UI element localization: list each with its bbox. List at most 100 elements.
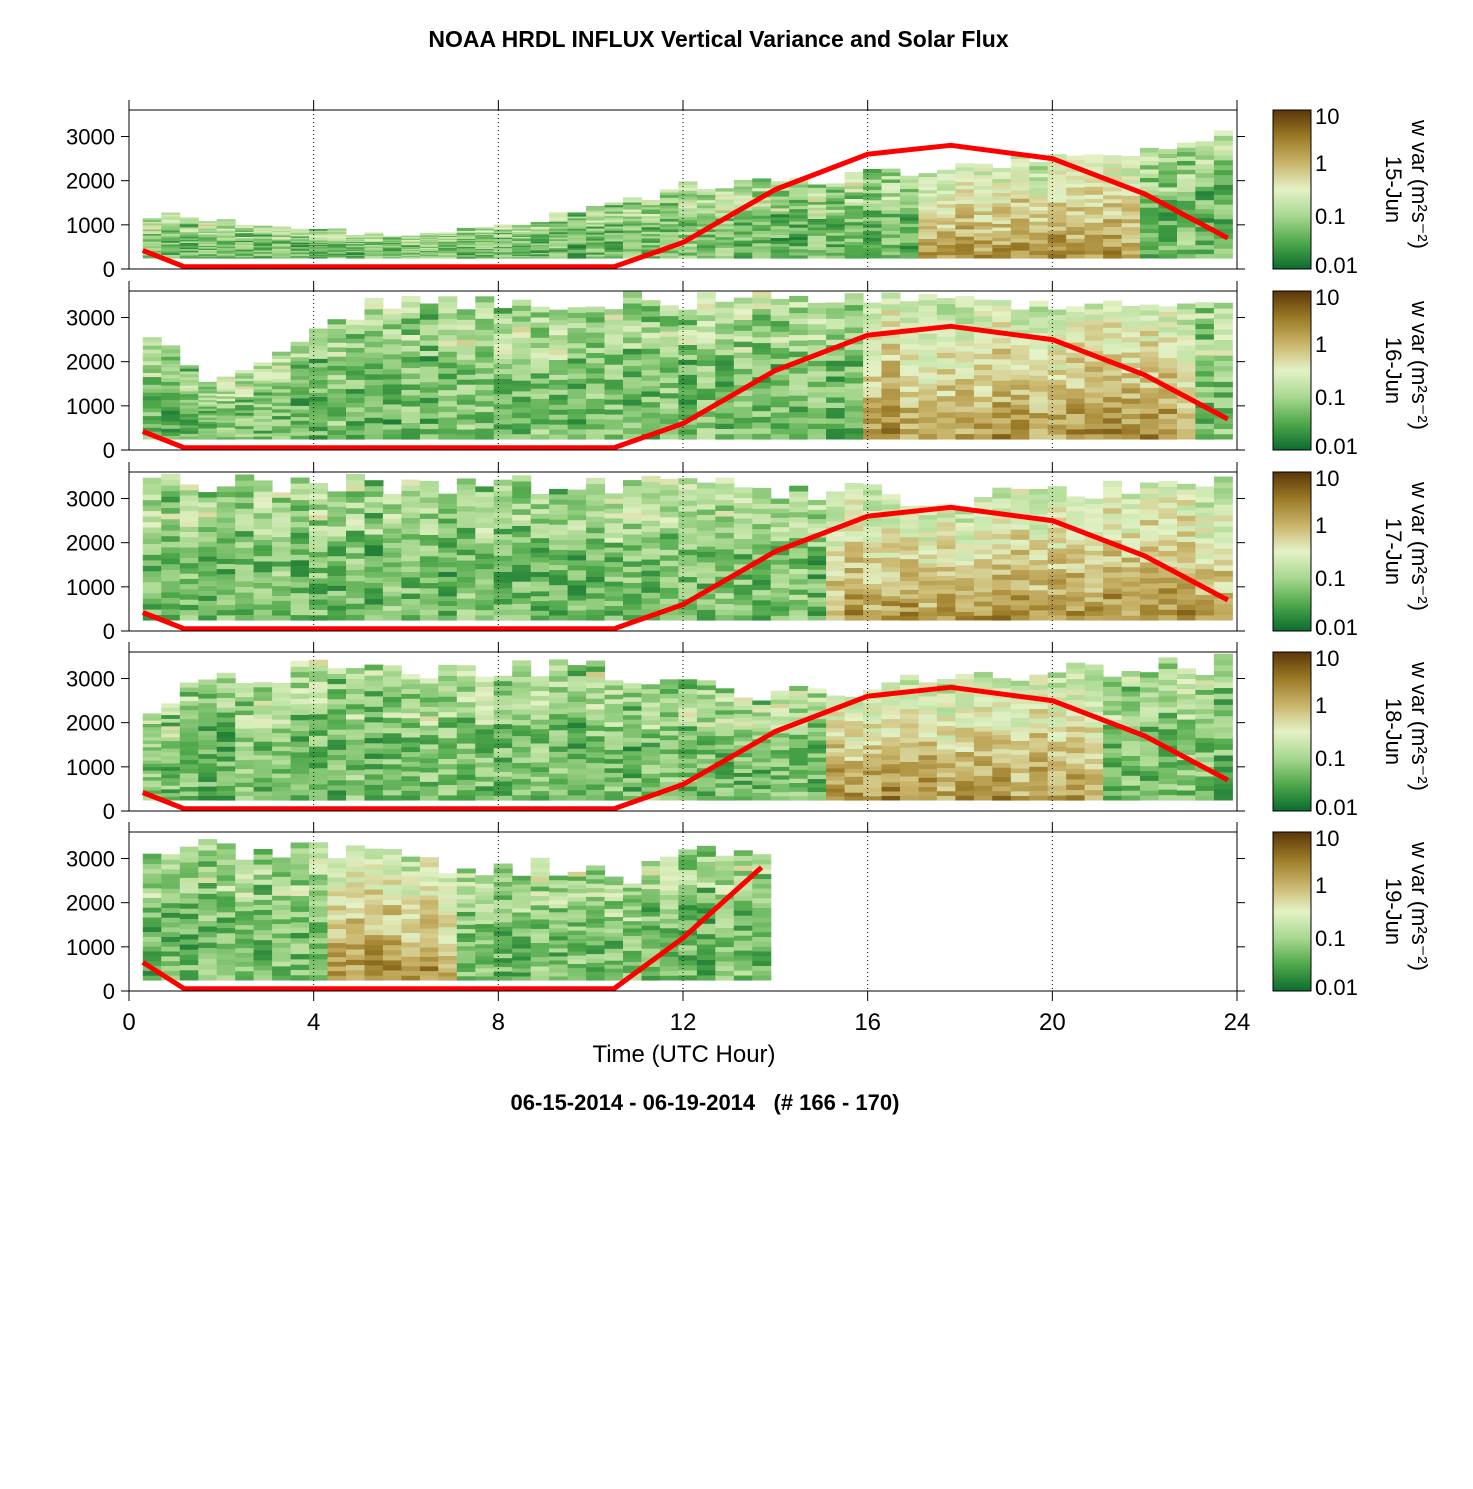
heatmap-cell [1177, 599, 1196, 605]
heatmap-cell [327, 531, 347, 537]
heatmap-cell [142, 786, 162, 791]
heatmap-cell [161, 413, 181, 418]
heatmap-cell [253, 539, 273, 546]
heatmap-cell [1103, 391, 1123, 397]
heatmap-cell [438, 356, 458, 363]
heatmap-cell [401, 422, 421, 429]
heatmap-cell [290, 570, 310, 577]
heatmap-cell [1121, 615, 1141, 621]
heatmap-cell [382, 428, 402, 435]
heatmap-cell [1158, 153, 1178, 159]
heatmap-cell [235, 230, 255, 232]
heatmap-cell [1047, 394, 1067, 400]
heatmap-cell [770, 190, 790, 194]
heatmap-cell [438, 547, 458, 553]
heatmap-cell [272, 428, 292, 433]
heatmap-cell [992, 199, 1012, 204]
heatmap-cell [456, 581, 476, 588]
colorbar-tick-label: 1 [1315, 332, 1327, 357]
heatmap-cell [309, 519, 328, 526]
heatmap-cell [992, 487, 1012, 494]
heatmap-cell [235, 372, 255, 376]
heatmap-cell [900, 549, 919, 555]
heatmap-cell [1177, 583, 1196, 590]
heatmap-cell [438, 503, 458, 509]
heatmap-cell [382, 246, 402, 248]
heatmap-cell [493, 555, 513, 562]
heatmap-cell [863, 418, 883, 424]
heatmap-cell [419, 497, 439, 503]
heatmap-cell [419, 402, 439, 409]
heatmap-cell [1158, 545, 1178, 551]
heatmap-cell [1213, 433, 1233, 440]
heatmap-cell [844, 241, 864, 246]
heatmap-cell [512, 251, 532, 254]
heatmap-cell [512, 246, 532, 249]
heatmap-cell [216, 410, 236, 414]
heatmap-cell [364, 241, 384, 243]
heatmap-cell [382, 576, 402, 582]
heatmap-cell [456, 521, 476, 528]
heatmap-cell [530, 230, 550, 233]
heatmap-cell [309, 713, 328, 720]
heatmap-cell [512, 480, 532, 488]
heatmap-cell [1213, 564, 1233, 571]
heatmap-cell [216, 393, 236, 397]
heatmap-cell [290, 371, 310, 376]
heatmap-cell [641, 603, 661, 610]
heatmap-cell [327, 351, 347, 357]
heatmap-cell [549, 389, 569, 395]
heatmap-cell [863, 407, 883, 414]
colorbar-tick-label: 0.1 [1315, 204, 1346, 229]
heatmap-cell [419, 240, 439, 243]
heatmap-cell [142, 488, 162, 495]
heatmap-cell [1066, 246, 1086, 251]
heatmap-cell [456, 424, 476, 430]
heatmap-cell [844, 205, 864, 209]
heatmap-cell [1103, 222, 1123, 227]
heatmap-cell [1010, 210, 1030, 215]
heatmap-cell [881, 337, 901, 344]
heatmap-cell [936, 606, 956, 612]
heatmap-cell [678, 249, 698, 253]
heatmap-cell [1140, 241, 1159, 246]
heatmap-cell [401, 248, 421, 250]
heatmap-cell [623, 433, 642, 440]
heatmap-cell [512, 497, 532, 504]
heatmap-cell [733, 228, 753, 232]
heatmap-cell [382, 249, 402, 252]
heatmap-cell [419, 502, 439, 509]
heatmap-cell [1103, 614, 1123, 621]
heatmap-cell [844, 556, 864, 563]
heatmap-cell [1084, 230, 1104, 235]
heatmap-cell [1066, 357, 1086, 363]
heatmap-cell [216, 765, 236, 772]
heatmap-cell [346, 252, 365, 255]
heatmap-cell [1029, 369, 1049, 376]
heatmap-cell [1140, 177, 1159, 183]
heatmap-cell [752, 325, 772, 332]
heatmap-cell [733, 492, 753, 499]
heatmap-cell [475, 384, 495, 391]
heatmap-cell [881, 227, 901, 231]
heatmap-cell [1140, 402, 1159, 409]
heatmap-cell [826, 506, 846, 512]
heatmap-cell [1084, 186, 1104, 191]
heatmap-cell [936, 557, 956, 563]
heatmap-cell [456, 598, 476, 605]
heatmap-cell [918, 518, 938, 524]
heatmap-cell [382, 238, 402, 240]
heatmap-cell [789, 422, 809, 429]
heatmap-cell [1084, 418, 1104, 424]
heatmap-cell [881, 206, 901, 211]
heatmap-cell [512, 252, 532, 255]
heatmap-cell [179, 505, 199, 512]
heatmap-cell [696, 388, 716, 395]
heatmap-cell [844, 211, 864, 216]
heatmap-cell [641, 204, 661, 208]
heatmap-cell [493, 388, 513, 395]
heatmap-cell [253, 244, 273, 247]
heatmap-cell [1029, 306, 1049, 312]
heatmap-cell [789, 190, 809, 194]
heatmap-cell [475, 236, 495, 239]
